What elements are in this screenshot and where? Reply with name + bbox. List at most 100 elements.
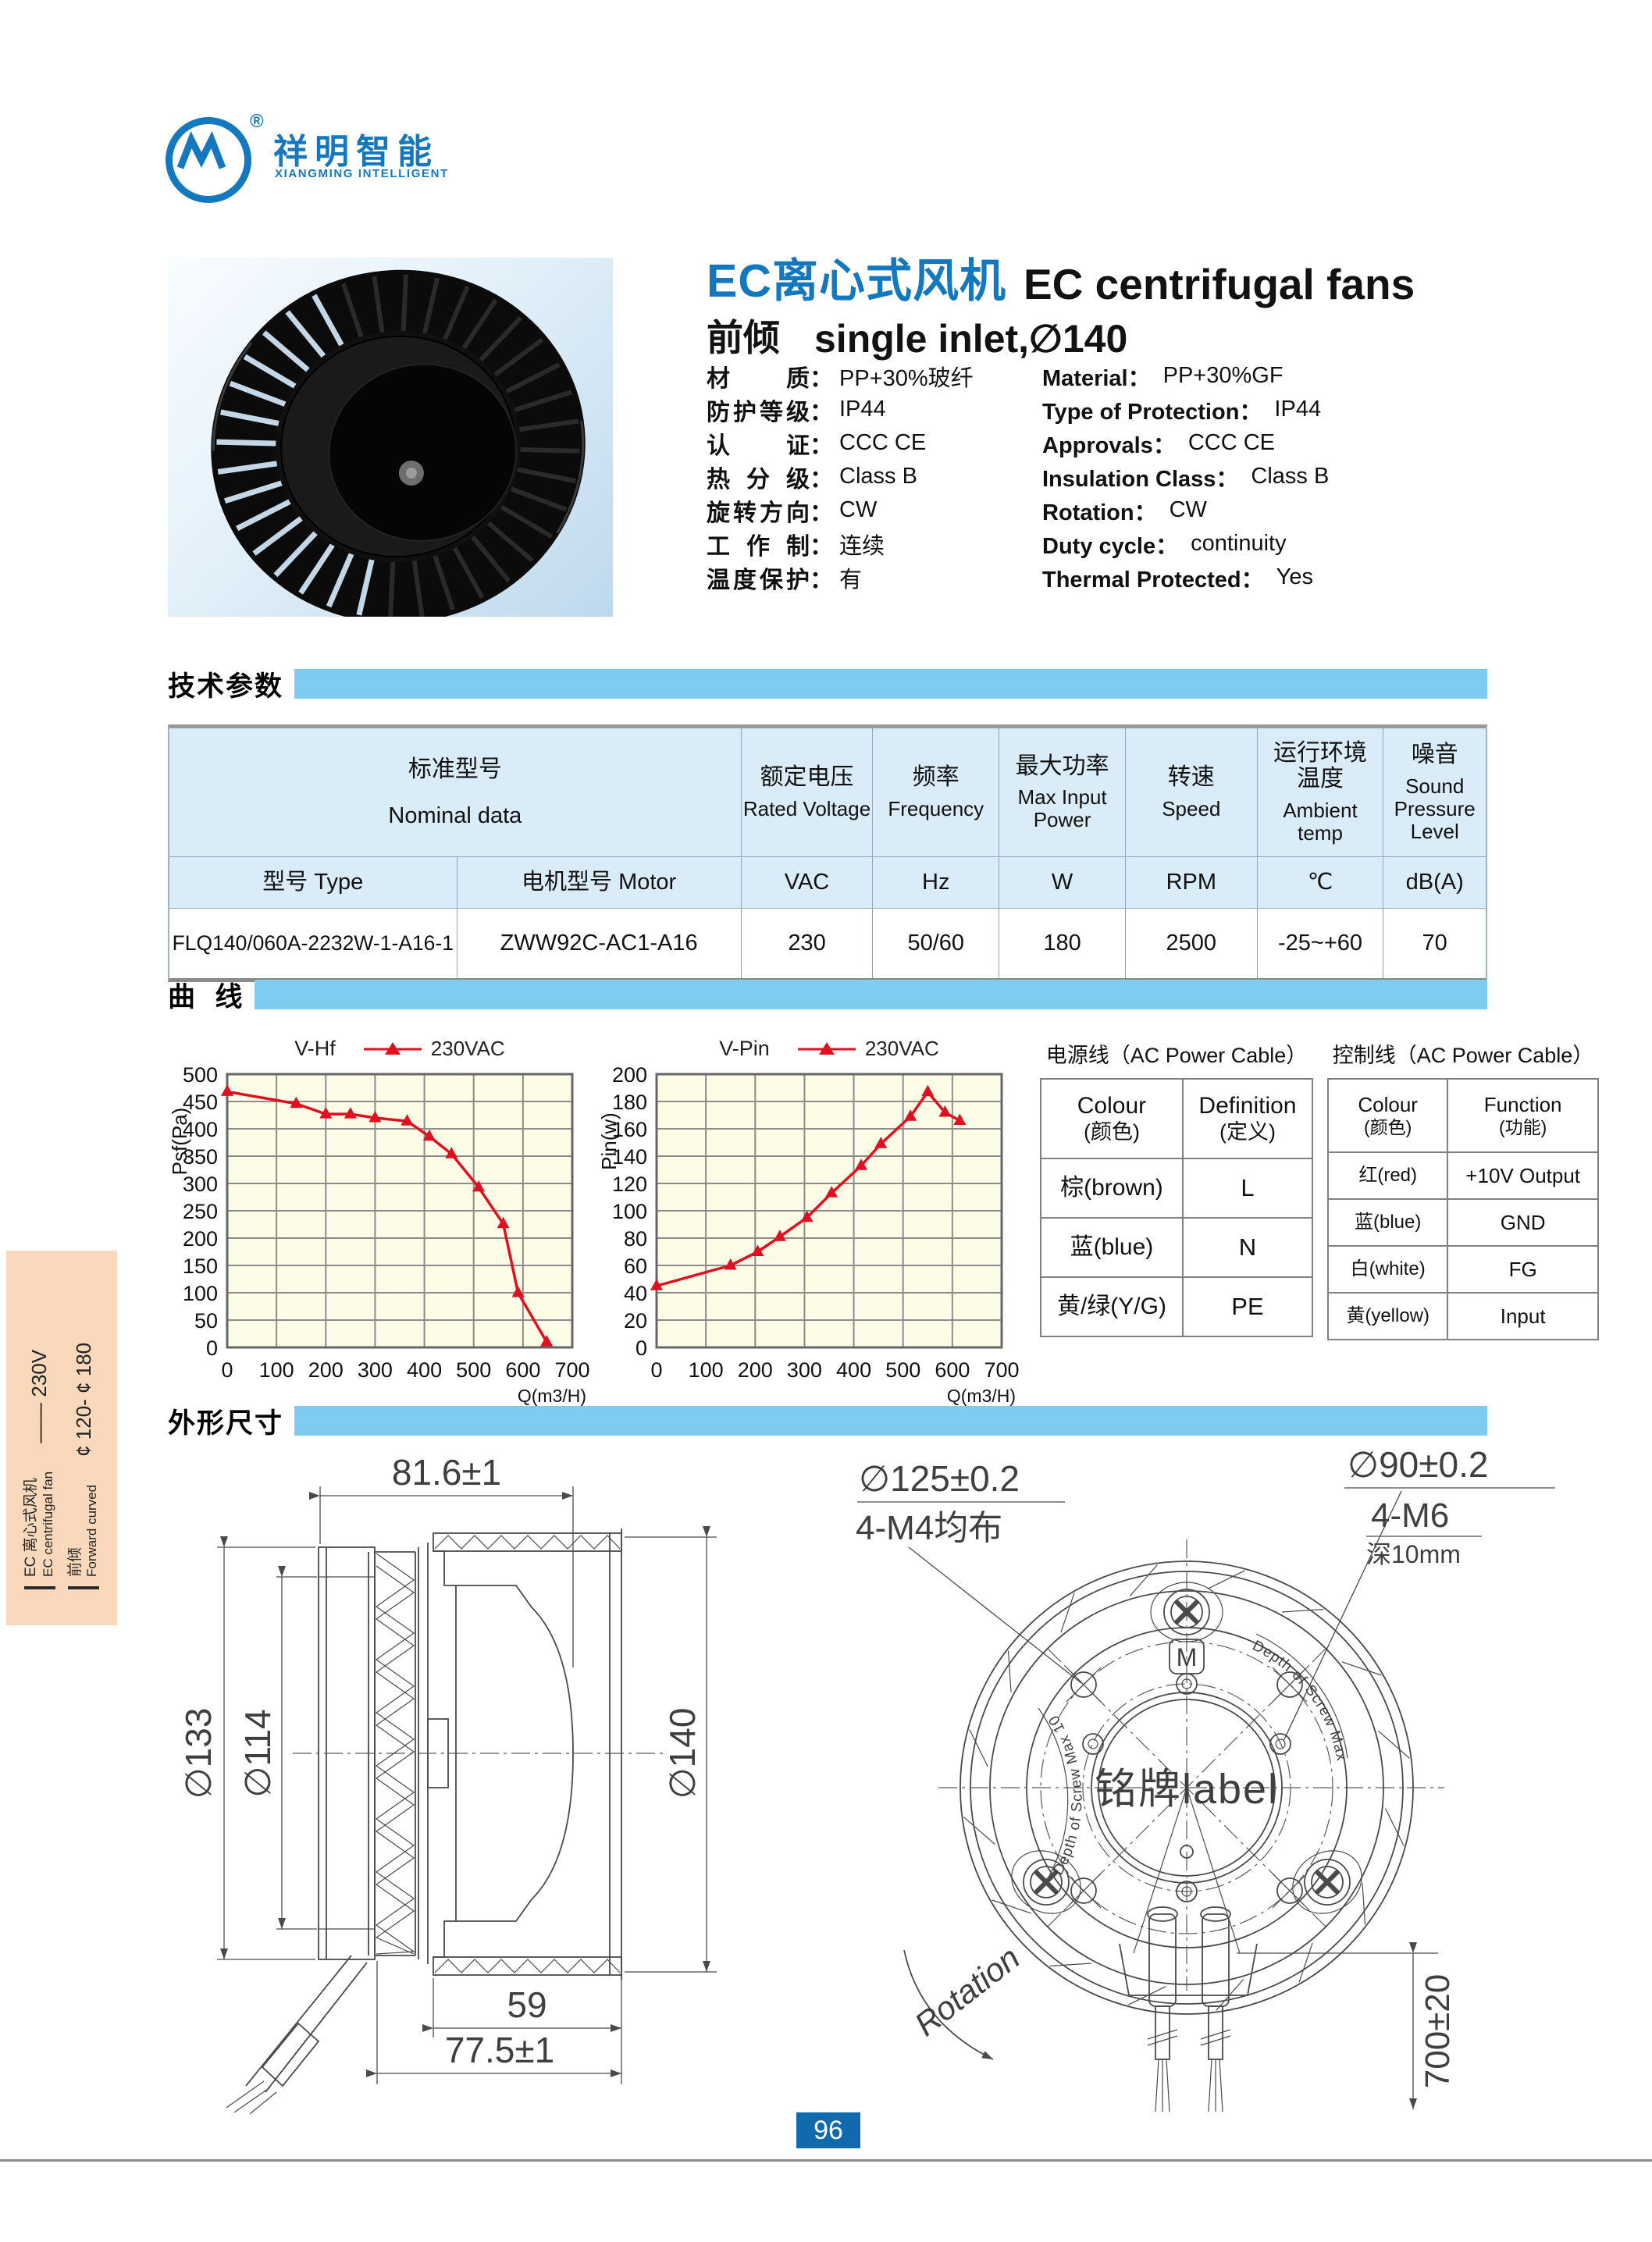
section-bar (255, 980, 1487, 1009)
spec-row-approvals: 认证： CCC CE Approvals： CCC CE (707, 430, 1275, 459)
brand-name-en: XIANGMING INTELLIGENT (275, 167, 449, 180)
nameplate-label: 铭牌label (1095, 1766, 1279, 1813)
svg-text:300: 300 (787, 1358, 822, 1382)
legend-marker-icon (797, 1041, 856, 1055)
svg-text:600: 600 (505, 1358, 540, 1382)
power-cable-table: 电源线（AC Power Cable） Colour (颜色) Definitio… (1040, 1038, 1313, 1337)
svg-text:700: 700 (984, 1358, 1019, 1382)
svg-text:Psf(Pa): Psf(Pa) (168, 1108, 191, 1176)
rotation-label: Rotation (908, 1939, 1027, 2043)
svg-text:20: 20 (624, 1309, 647, 1333)
dim-bottom-total: 77.5±1 (445, 2030, 554, 2070)
table-row: 白(white) (1329, 1245, 1447, 1292)
sidebar-bar (23, 1586, 55, 1589)
footer-divider (0, 2159, 1652, 2162)
svg-text:0: 0 (650, 1358, 662, 1382)
svg-text:80: 80 (624, 1227, 647, 1251)
section-title: 外形尺寸 (168, 1407, 284, 1439)
chart-v-hf-plot: 0 100 200 300 400 500 600 700 0 50 100 150 200 250 300… (168, 1063, 590, 1406)
tech-col-noise: 噪音 Sound Pressure Level (1383, 728, 1486, 856)
svg-text:0: 0 (221, 1358, 233, 1382)
dim-bottom-59: 59 (507, 1984, 547, 2025)
chart-v-pin-plot: 0 100 200 300 400 500 600 700 0 20 40 60 80 100 120 140… (597, 1063, 1020, 1406)
svg-text:140: 140 (612, 1145, 647, 1169)
svg-text:300: 300 (358, 1358, 393, 1382)
section-bar (294, 1406, 1487, 1436)
svg-text:100: 100 (259, 1358, 294, 1382)
section-curves: 曲 线 (168, 979, 1487, 1012)
tech-col-ambient: 运行环境 温度 Ambient temp (1256, 728, 1383, 856)
table-row: 黄(yellow) (1329, 1292, 1447, 1339)
sidebar-line-2: 前倾 Forward curved ¢ 120- ¢ 180 (67, 1251, 101, 1589)
logo-m-icon (176, 130, 226, 169)
svg-text:500: 500 (183, 1063, 218, 1087)
page-number: 96 (796, 2112, 860, 2148)
spec-value-cn: PP+30%玻纤 (839, 365, 974, 391)
tech-value-motor: ZWW92C-AC1-A16 (456, 908, 741, 978)
svg-text:400: 400 (183, 1118, 218, 1141)
sidebar-line-1: EC 离心式风机 EC centrifugal fan —— 230V (23, 1251, 56, 1589)
tech-col-voltage: 额定电压 Rated Voltage (740, 728, 873, 856)
svg-text:Q(m3/H): Q(m3/H) (518, 1386, 586, 1406)
sidebar-category-tab: EC 离心式风机 EC centrifugal fan —— 230V 前倾 F… (6, 1251, 117, 1625)
tech-table: 标准型号 Nominal data 额定电压 Rated Voltage 频率 Fr… (168, 724, 1487, 982)
control-cable-table: 控制线（AC Power Cable） Colour (颜色) Function(… (1327, 1038, 1599, 1340)
power-cable-title: 电源线（AC Power Cable） (1045, 1044, 1308, 1067)
spec-list: 材质： PP+30%玻纤 Material： PP+30%GF 防护等级： IP44 … (707, 359, 1565, 594)
svg-text:120: 120 (612, 1173, 647, 1196)
page-subtitle: 前倾 single inlet,∅140 (707, 308, 1127, 361)
side-view-drawing: 81.6±1 ∅133 ∅114 ∅140 59 77.5±1 (178, 1452, 717, 2115)
chart-legend: 230VAC (796, 1037, 939, 1061)
logo-ring-icon (166, 117, 251, 203)
logo-mark-icon: M (1177, 1643, 1198, 1671)
svg-text:500: 500 (456, 1358, 491, 1382)
page-title: EC离心式风机 EC centrifugal fans (707, 244, 1415, 310)
svg-text:100: 100 (689, 1358, 724, 1382)
tech-sub-type: 型号 Type (169, 856, 457, 908)
tech-col-speed: 转速 Speed (1125, 728, 1257, 856)
dim-bolt-circle-125: ∅125±0.2 (859, 1458, 1020, 1499)
chart-v-hf: 0 100 200 300 400 500 600 700 0 50 100 150 200 250 300… (166, 1027, 603, 1418)
tech-value-type: FLQ140/060A-2232W-1-A16-1 (169, 908, 457, 978)
section-title: 技术参数 (168, 671, 284, 702)
tech-col-frequency: 频率 Frequency (872, 728, 999, 856)
svg-text:250: 250 (183, 1200, 218, 1223)
svg-text:100: 100 (183, 1282, 218, 1305)
svg-text:450: 450 (183, 1091, 218, 1114)
spec-row-duty: 工作制：连续 Duty cycle： continuity (707, 531, 1287, 560)
svg-text:300: 300 (183, 1173, 218, 1196)
spec-row-material: 材质： PP+30%玻纤 Material： PP+30%GF (707, 359, 1565, 393)
svg-text:50: 50 (194, 1309, 218, 1333)
svg-text:200: 200 (308, 1358, 344, 1382)
svg-text:180: 180 (612, 1091, 647, 1114)
legend-marker-icon (363, 1041, 422, 1055)
control-cable-title: 控制线（AC Power Cable） (1332, 1044, 1594, 1067)
tech-col-power: 最大功率 Max Input Power (999, 728, 1125, 856)
spec-row-protection: 防护等级： IP44 Type of Protection： IP44 (707, 397, 1322, 425)
chart-legend: 230VAC (362, 1037, 505, 1061)
col-header-function: Function (功能) (1447, 1080, 1597, 1151)
svg-text:60: 60 (624, 1254, 647, 1278)
sidebar-bar (68, 1586, 100, 1589)
dim-cable-length: 700±20 (1419, 1974, 1457, 2089)
section-tech-params: 技术参数 (168, 668, 1487, 702)
note-depth-10mm: 深10mm (1366, 1540, 1461, 1568)
dim-bolt-circle-90: ∅90±0.2 (1348, 1444, 1488, 1485)
section-dimensions: 外形尺寸 (168, 1405, 1487, 1439)
tech-sub-motor: 电机型号 Motor (456, 856, 741, 908)
dim-dia-114: ∅114 (237, 1709, 278, 1797)
chart-title: V-Pin (719, 1037, 770, 1060)
title-cn: EC离心式风机 (707, 255, 1006, 307)
svg-text:100: 100 (612, 1200, 647, 1223)
spec-label-cn: 材质 (707, 365, 810, 392)
svg-text:600: 600 (935, 1358, 970, 1382)
section-bar (294, 669, 1487, 699)
brand-name-cn: 祥明智能 (273, 133, 439, 171)
tech-col-nominal: 标准型号 Nominal data (388, 756, 522, 828)
svg-text:350: 350 (183, 1145, 218, 1169)
chart-title: V-Hf (294, 1037, 336, 1060)
dim-top-width: 81.6±1 (392, 1452, 501, 1493)
product-photo (168, 258, 613, 624)
fan-impeller-image (211, 269, 586, 624)
dimension-drawings: 81.6±1 ∅133 ∅114 ∅140 59 77.5±1 (117, 1444, 1555, 2115)
